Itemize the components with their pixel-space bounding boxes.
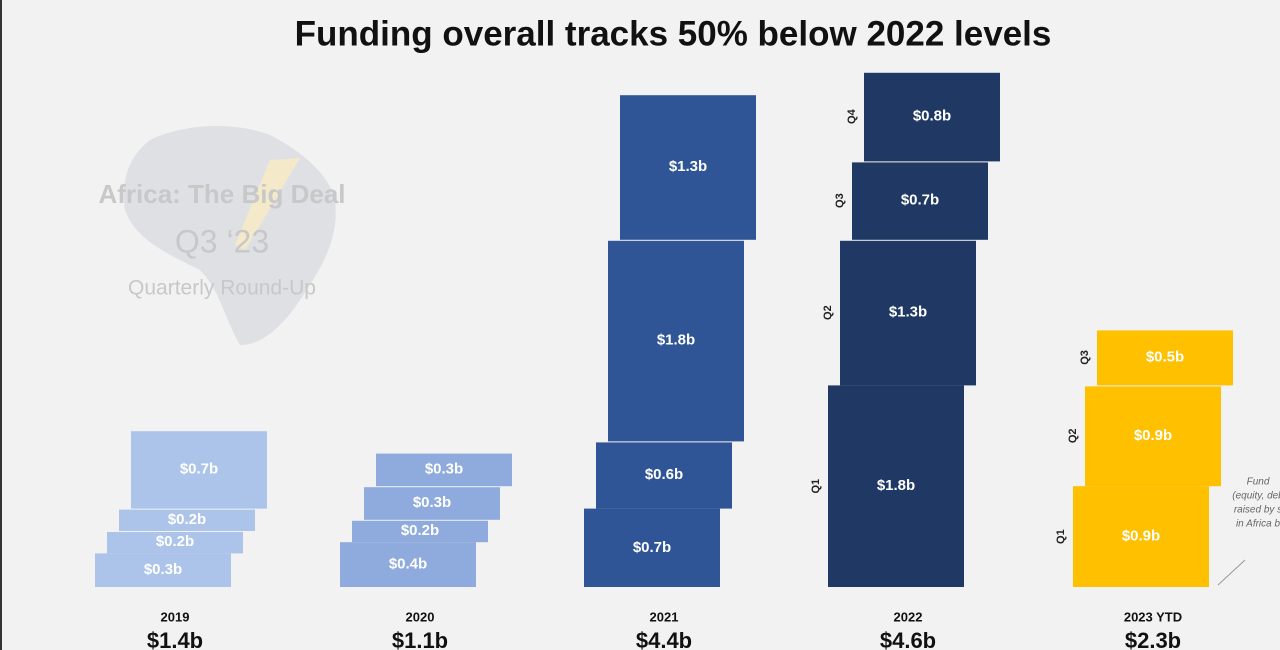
segment-label: $0.5b bbox=[1146, 348, 1184, 365]
bar-segment bbox=[608, 240, 744, 442]
quarter-label: Q1 bbox=[810, 479, 822, 494]
segment-label: $0.6b bbox=[645, 466, 683, 483]
bar-segment bbox=[352, 520, 488, 543]
bar-segment bbox=[131, 431, 267, 509]
segment-label: $0.7b bbox=[633, 539, 671, 556]
annotation: Fund bbox=[1247, 477, 1270, 488]
annotation: (equity, deb bbox=[1232, 491, 1280, 502]
year-label: 2023 YTD bbox=[1124, 609, 1182, 624]
annotation: in Africa b bbox=[1236, 519, 1280, 530]
bar-segment bbox=[107, 532, 243, 554]
annotation-arrow bbox=[1217, 559, 1246, 586]
year-label: 2021 bbox=[650, 609, 679, 624]
segment-label: $1.3b bbox=[889, 304, 927, 321]
segment-label: $1.8b bbox=[877, 477, 915, 494]
bar-segment bbox=[596, 442, 732, 509]
bar-segment bbox=[340, 542, 476, 587]
segment-label: $0.2b bbox=[156, 533, 194, 550]
total-label: $1.1b bbox=[392, 628, 448, 650]
segment-label: $0.7b bbox=[180, 460, 218, 477]
total-label: $2.3b bbox=[1125, 628, 1181, 650]
quarter-label: Q3 bbox=[834, 193, 846, 208]
year-label: 2019 bbox=[161, 609, 190, 624]
bar-segment bbox=[620, 95, 756, 240]
quarter-label: Q4 bbox=[846, 108, 858, 124]
segment-label: $0.7b bbox=[901, 192, 939, 209]
bar-segment bbox=[1085, 386, 1221, 487]
bar-segment bbox=[1097, 330, 1233, 386]
total-label: $1.4b bbox=[147, 628, 203, 650]
segment-label: $0.2b bbox=[401, 522, 439, 539]
segment-label: $0.2b bbox=[168, 511, 206, 528]
quarter-label: Q1 bbox=[1055, 529, 1067, 544]
bar-segment bbox=[828, 385, 964, 587]
segment-label: $0.3b bbox=[144, 561, 182, 578]
quarter-label: Q2 bbox=[822, 305, 834, 320]
year-label: 2020 bbox=[406, 609, 435, 624]
segment-label: $0.3b bbox=[413, 494, 451, 511]
bar-segment bbox=[364, 487, 500, 520]
segment-label: $0.4b bbox=[389, 556, 427, 573]
annotation: raised by s bbox=[1234, 505, 1280, 516]
total-label: $4.4b bbox=[636, 628, 692, 650]
watermark-subtitle: Quarterly Round-Up bbox=[128, 277, 316, 300]
bar-segment bbox=[376, 453, 512, 487]
watermark: Africa: The Big Deal Q3 ‘23 Quarterly Ro… bbox=[98, 125, 346, 346]
watermark-title: Africa: The Big Deal bbox=[98, 179, 345, 209]
quarter-label: Q3 bbox=[1079, 350, 1091, 365]
segment-label: $1.8b bbox=[657, 332, 695, 349]
watermark-quarter: Q3 ‘23 bbox=[175, 223, 269, 259]
segment-label: $0.3b bbox=[425, 460, 463, 477]
bar-segment bbox=[864, 72, 1000, 162]
bar-segment bbox=[1073, 486, 1209, 587]
segment-label: $0.9b bbox=[1122, 528, 1160, 545]
quarter-label: Q2 bbox=[1067, 428, 1079, 443]
segment-label: $0.8b bbox=[913, 108, 951, 125]
bar-segment bbox=[95, 553, 231, 587]
segment-label: $1.3b bbox=[669, 158, 707, 175]
bar-segment bbox=[840, 240, 976, 386]
year-label: 2022 bbox=[894, 609, 923, 624]
bar-segment bbox=[119, 509, 255, 531]
segment-label: $0.9b bbox=[1134, 427, 1172, 444]
watermark-accent bbox=[235, 158, 300, 250]
bar-segment bbox=[584, 508, 720, 587]
total-label: $4.6b bbox=[880, 628, 936, 650]
bar-segment bbox=[852, 162, 988, 240]
chart-title: Funding overall tracks 50% below 2022 le… bbox=[295, 14, 1052, 53]
